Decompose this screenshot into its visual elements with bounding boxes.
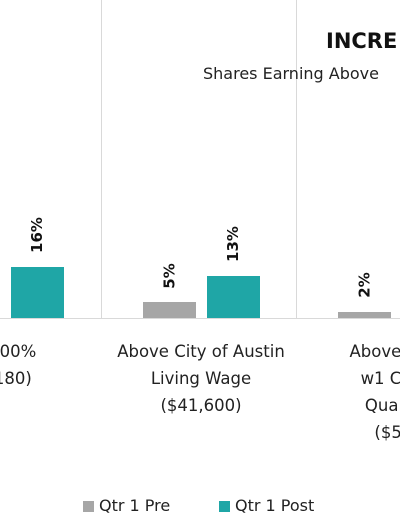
data-label-qtr1-post-cat1: 16%: [27, 216, 46, 253]
data-label-qtr1-post-cat2: 13%: [223, 226, 242, 263]
category-label-line: ($41,600): [160, 396, 242, 415]
category-label-line: w1 Child: [360, 369, 400, 388]
legend-swatch-qtr1-pre: [83, 501, 94, 512]
category-label-2: Above City of Austin Living Wage ($41,600): [91, 338, 311, 419]
bar-qtr1-post-cat2: [206, 276, 260, 318]
bar-qtr1-post-cat1: [10, 266, 64, 318]
category-label-3: Above Sing w1 Child Qualific ($54,: [286, 338, 400, 446]
category-separator: [101, 0, 102, 318]
legend-label-qtr1-pre: Qtr 1 Pre: [99, 496, 171, 515]
category-label-line: Above Sing: [349, 342, 400, 361]
x-axis-line: [0, 318, 400, 319]
category-label-line: ($54,: [374, 423, 400, 442]
legend-label-qtr1-post: Qtr 1 Post: [235, 496, 315, 515]
bar-qtr1-pre-cat3: [337, 311, 391, 318]
category-separator: [296, 0, 297, 318]
category-label-line: Qualific: [364, 396, 400, 415]
data-label-qtr1-pre-cat3: 2%: [355, 272, 374, 298]
category-label-line: Above City of Austin: [117, 342, 285, 361]
legend-swatch-qtr1-post: [219, 501, 230, 512]
data-label-qtr1-pre-cat2: 5%: [160, 262, 179, 289]
legend: Qtr 1 Pre Qtr 1 Post: [0, 496, 400, 516]
category-label-line: 7,180): [0, 369, 32, 388]
chart-title: INCRE: [326, 29, 398, 53]
category-label-line: Living Wage: [150, 369, 252, 388]
category-label-line: e 200%: [0, 342, 37, 361]
chart-subtitle: Shares Earning Above: [203, 64, 379, 83]
category-label-1: e 200% 7,180): [0, 338, 115, 392]
bar-qtr1-pre-cat2: [142, 302, 196, 318]
